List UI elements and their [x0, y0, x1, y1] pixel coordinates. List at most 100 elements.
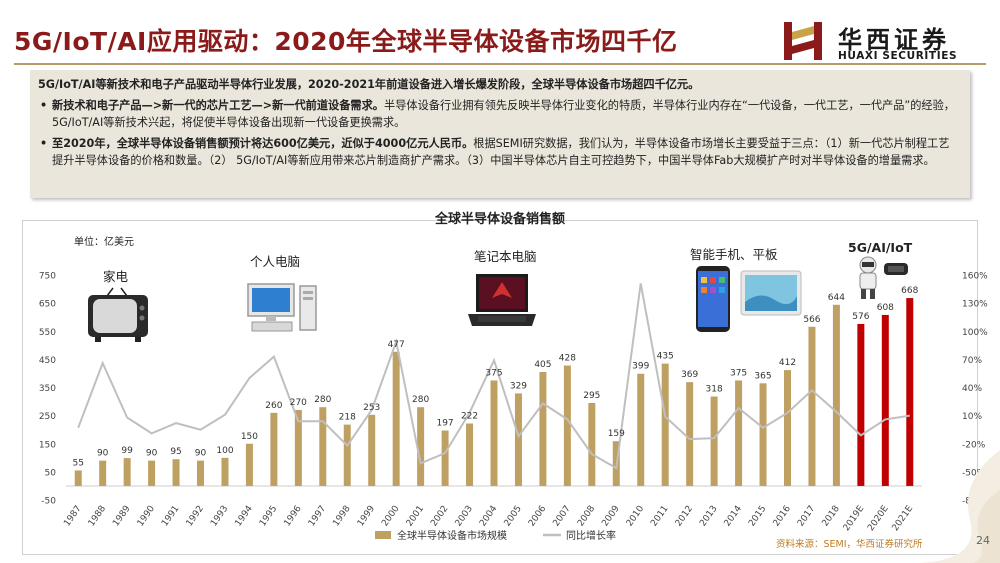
robot-vr-icon: [859, 256, 908, 299]
category-tick-label: 2003: [454, 504, 475, 528]
tablet-icon: [740, 270, 802, 316]
bar-value-label: 405: [534, 360, 551, 370]
chart-frame: [22, 220, 978, 555]
laptop-icon: [468, 274, 536, 326]
desktop-pc-icon: [247, 283, 317, 332]
bar-value-label: 150: [241, 432, 258, 442]
category-tick-label: 2004: [478, 504, 499, 529]
bar-value-label: 90: [195, 449, 207, 459]
category-tick-label: 2010: [625, 504, 646, 529]
category-tick-label: 1995: [258, 504, 279, 528]
left-axis-tick-label: 450: [39, 356, 56, 366]
bar: [588, 402, 596, 486]
smartphone-icon: [696, 266, 730, 332]
category-tick-label: 2005: [503, 504, 524, 528]
category-tick-label: 1996: [282, 504, 303, 529]
bar: [99, 460, 107, 486]
chart-unit-label: 单位：亿美元: [74, 237, 134, 248]
bar-value-label: 99: [121, 446, 133, 456]
bar: [245, 443, 253, 486]
bullet-1-bold: 新技术和电子产品—>新一代的芯片工艺—>新一代前道设备需求。: [52, 99, 384, 112]
bar: [417, 407, 425, 486]
bar: [319, 407, 327, 486]
bar-value-label: 576: [852, 312, 869, 322]
bar-value-label: 412: [779, 358, 796, 368]
bar: [172, 459, 180, 486]
source-note: 资料来源：SEMI，华西证券研究所: [776, 539, 923, 550]
category-tick-label: 2009: [600, 504, 621, 529]
bar-value-label: 159: [608, 429, 625, 439]
bar-value-label: 218: [339, 413, 356, 423]
left-axis-tick-label: 150: [39, 440, 56, 450]
bar: [197, 460, 205, 486]
category-tick-label: 1994: [234, 504, 255, 529]
right-axis-tick-label: 130%: [962, 300, 988, 310]
bar-value-label: 668: [901, 286, 918, 296]
bullet-1-text: 半导体设备行业拥有领先反映半导体行业变化的特质，半导体行业内存在“一代设备，一代…: [52, 99, 955, 129]
category-tick-label: 2014: [723, 504, 744, 529]
bar: [221, 457, 229, 486]
bar: [74, 470, 82, 486]
category-tick-label: 2020E: [866, 504, 891, 533]
bar: [735, 380, 743, 486]
category-tick-label: 2017: [796, 504, 817, 528]
right-axis-tick-label: 160%: [962, 272, 988, 282]
chart-title: 全球半导体设备销售额: [434, 212, 565, 227]
bar: [563, 365, 571, 486]
left-axis-tick-label: 750: [39, 272, 56, 282]
bar-value-label: 90: [97, 449, 109, 459]
title-divider: [14, 63, 986, 65]
category-tick-label: 1997: [307, 504, 328, 528]
category-tick-label: 1999: [356, 504, 377, 529]
bar-value-label: 608: [877, 303, 894, 313]
bar: [710, 396, 718, 486]
bar-value-label: 369: [681, 370, 698, 380]
bar: [514, 393, 522, 486]
right-axis-tick-label: -20%: [962, 440, 986, 450]
legend-swatch-bar: [375, 531, 391, 539]
bar-value-label: 365: [754, 371, 771, 381]
summary-lead: 5G/IoT/AI等新技术和电子产品驱动半导体行业发展，2020-2021年前道…: [38, 78, 700, 91]
left-axis-tick-label: 550: [39, 328, 56, 338]
category-tick-label: 2011: [649, 504, 670, 528]
bar: [637, 373, 645, 486]
bar: [490, 380, 498, 486]
era-label-pc: 个人电脑: [250, 254, 301, 269]
right-axis-tick-label: 40%: [962, 384, 982, 394]
bar: [441, 430, 449, 486]
category-tick-label: 1987: [62, 504, 83, 528]
category-tick-label: 2019E: [842, 504, 867, 533]
category-tick-label: 2016: [772, 504, 793, 529]
bar-value-label: 222: [461, 412, 478, 422]
category-tick-label: 1991: [160, 504, 181, 528]
huaxi-logo-mark-icon: [784, 22, 822, 60]
category-tick-label: 1988: [87, 504, 108, 529]
bar: [906, 298, 914, 486]
bar: [148, 460, 156, 486]
category-tick-label: 2015: [747, 504, 768, 528]
bar: [832, 304, 840, 486]
legend-label-line: 同比增长率: [566, 529, 616, 542]
category-tick-label: 1998: [331, 504, 352, 529]
bar-value-label: 644: [828, 293, 845, 303]
bullet-2-text: 根据SEMI研究数据，我们认为，半导体设备市场增长主要受益于三点：（1）新一代芯…: [52, 137, 950, 167]
bar-value-label: 435: [657, 352, 674, 362]
bar-value-label: 260: [265, 401, 282, 411]
category-tick-label: 2013: [698, 504, 719, 528]
category-tick-label: 2007: [551, 504, 572, 528]
category-tick-label: 2002: [429, 504, 450, 528]
category-tick-label: 1992: [185, 504, 206, 528]
bar-value-label: 95: [170, 447, 181, 457]
bar-value-label: 253: [363, 403, 380, 413]
bar: [881, 314, 889, 486]
logo-text-en: HUAXI SECURITIES: [838, 50, 958, 62]
left-axis-tick-label: 250: [39, 412, 56, 422]
summary-box: 5G/IoT/AI等新技术和电子产品驱动半导体行业发展，2020-2021年前道…: [30, 70, 970, 198]
growth-line: [77, 283, 910, 470]
era-label-home-appliance: 家电: [103, 269, 129, 284]
left-axis-tick-label: 350: [39, 384, 56, 394]
bar: [123, 458, 131, 486]
category-tick-label: 2008: [576, 504, 597, 529]
left-axis-tick-label: 50: [45, 468, 57, 478]
era-label-smartphone: 智能手机、平板: [690, 247, 778, 262]
